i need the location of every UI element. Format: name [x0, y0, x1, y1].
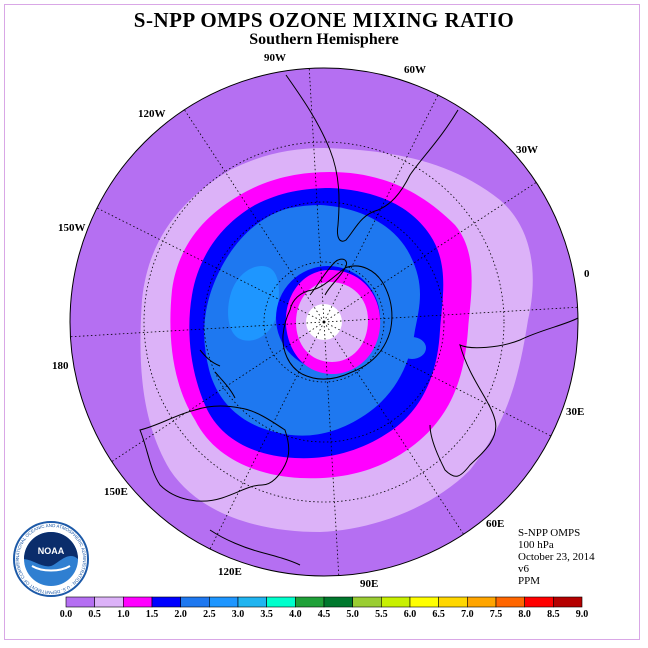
- colorbar-swatch: [524, 596, 554, 608]
- colorbar-swatch: [237, 596, 267, 608]
- page-frame: [4, 4, 640, 640]
- lon-label-0: 0: [584, 268, 590, 280]
- colorbar-swatch: [266, 596, 296, 608]
- antarctic-peninsula: [309, 258, 348, 296]
- colorbar-swatch: [438, 596, 468, 608]
- lon-label-60e: 60E: [486, 518, 505, 530]
- lon-label-120e: 120E: [218, 566, 242, 578]
- map-border: [69, 67, 579, 577]
- colorbar-swatch: [123, 596, 153, 608]
- south-america-coast: [285, 74, 459, 242]
- lon-label-30e: 30E: [566, 406, 585, 418]
- indonesia-coast: [209, 529, 301, 566]
- antarctica-coast: [282, 265, 393, 380]
- info-version: v6: [518, 563, 529, 575]
- coastlines: [139, 74, 579, 566]
- info-date: October 23, 2014: [518, 551, 595, 563]
- lon-label-180: 180: [52, 360, 69, 372]
- info-instrument: S-NPP OMPS: [518, 527, 581, 539]
- info-level: 100 hPa: [518, 539, 554, 551]
- contour-blob-east: [398, 337, 426, 359]
- colorbar-tick-label: 5.0: [346, 609, 359, 620]
- colorbar-tick-label: 7.5: [489, 609, 503, 620]
- colorbar-swatch: [94, 596, 124, 608]
- colorbar: [65, 596, 583, 608]
- contour-2.5-3.0: [228, 266, 279, 341]
- colorbar-swatch: [180, 596, 210, 608]
- new-zealand: [199, 349, 236, 399]
- colorbar-tick-label: 0.0: [59, 609, 73, 620]
- colorbar-tick-label: 5.5: [375, 609, 388, 620]
- lon-label-150e: 150E: [104, 486, 128, 498]
- colorbar-tick-label: 1.0: [117, 609, 130, 620]
- australia-coast: [139, 405, 290, 502]
- graticule: [70, 68, 578, 576]
- lon-label-120w: 120W: [138, 108, 166, 120]
- info-block: S-NPP OMPS 100 hPa October 23, 2014 v6 P…: [518, 527, 595, 587]
- lon-label-90e: 90E: [360, 578, 379, 590]
- page-subtitle: Southern Hemisphere: [249, 31, 399, 48]
- colorbar-tick-label: 6.5: [432, 609, 445, 620]
- lon-label-30w: 30W: [516, 144, 538, 156]
- page-title: S-NPP OMPS OZONE MIXING RATIO: [133, 8, 515, 32]
- colorbar-tick-label: 0.5: [88, 609, 101, 620]
- africa-coast: [429, 317, 579, 477]
- info-units: PPM: [518, 575, 541, 587]
- colorbar-swatch: [352, 596, 382, 608]
- colorbar-swatch: [151, 596, 181, 608]
- colorbar-tick-label: 6.0: [403, 609, 417, 620]
- lon-label-90w: 90W: [264, 52, 286, 64]
- lon-label-60w: 60W: [404, 64, 426, 76]
- colorbar-tick-label: 1.5: [145, 609, 159, 620]
- colorbar-swatch: [65, 596, 95, 608]
- colorbar-tick-label: 9.0: [575, 609, 589, 620]
- colorbar-swatch: [209, 596, 239, 608]
- colorbar-swatch: [295, 596, 325, 608]
- colorbar-swatch: [467, 596, 497, 608]
- colorbar-tick-label: 8.0: [518, 609, 531, 620]
- lon-label-150w: 150W: [58, 222, 86, 234]
- colorbar-swatch: [381, 596, 411, 608]
- colorbar-swatch: [495, 596, 525, 608]
- colorbar-tick-label: 3.5: [260, 609, 273, 620]
- colorbar-swatch: [553, 596, 583, 608]
- colorbar-tick-label: 2.5: [203, 609, 216, 620]
- colorbar-swatch: [323, 596, 353, 608]
- colorbar-tick-label: 4.5: [317, 609, 331, 620]
- colorbar-swatch: [409, 596, 439, 608]
- colorbar-tick-label: 8.5: [547, 609, 560, 620]
- noaa-logo: NOAA NATIONAL OCEANIC AND ATMOSPHERIC AD…: [12, 520, 89, 597]
- noaa-logo-text: NOAA: [38, 546, 65, 556]
- colorbar-tick-label: 7.0: [461, 609, 474, 620]
- colorbar-tick-label: 3.0: [231, 609, 245, 620]
- colorbar-tick-label: 4.0: [289, 609, 302, 620]
- colorbar-tick-label: 2.0: [174, 609, 187, 620]
